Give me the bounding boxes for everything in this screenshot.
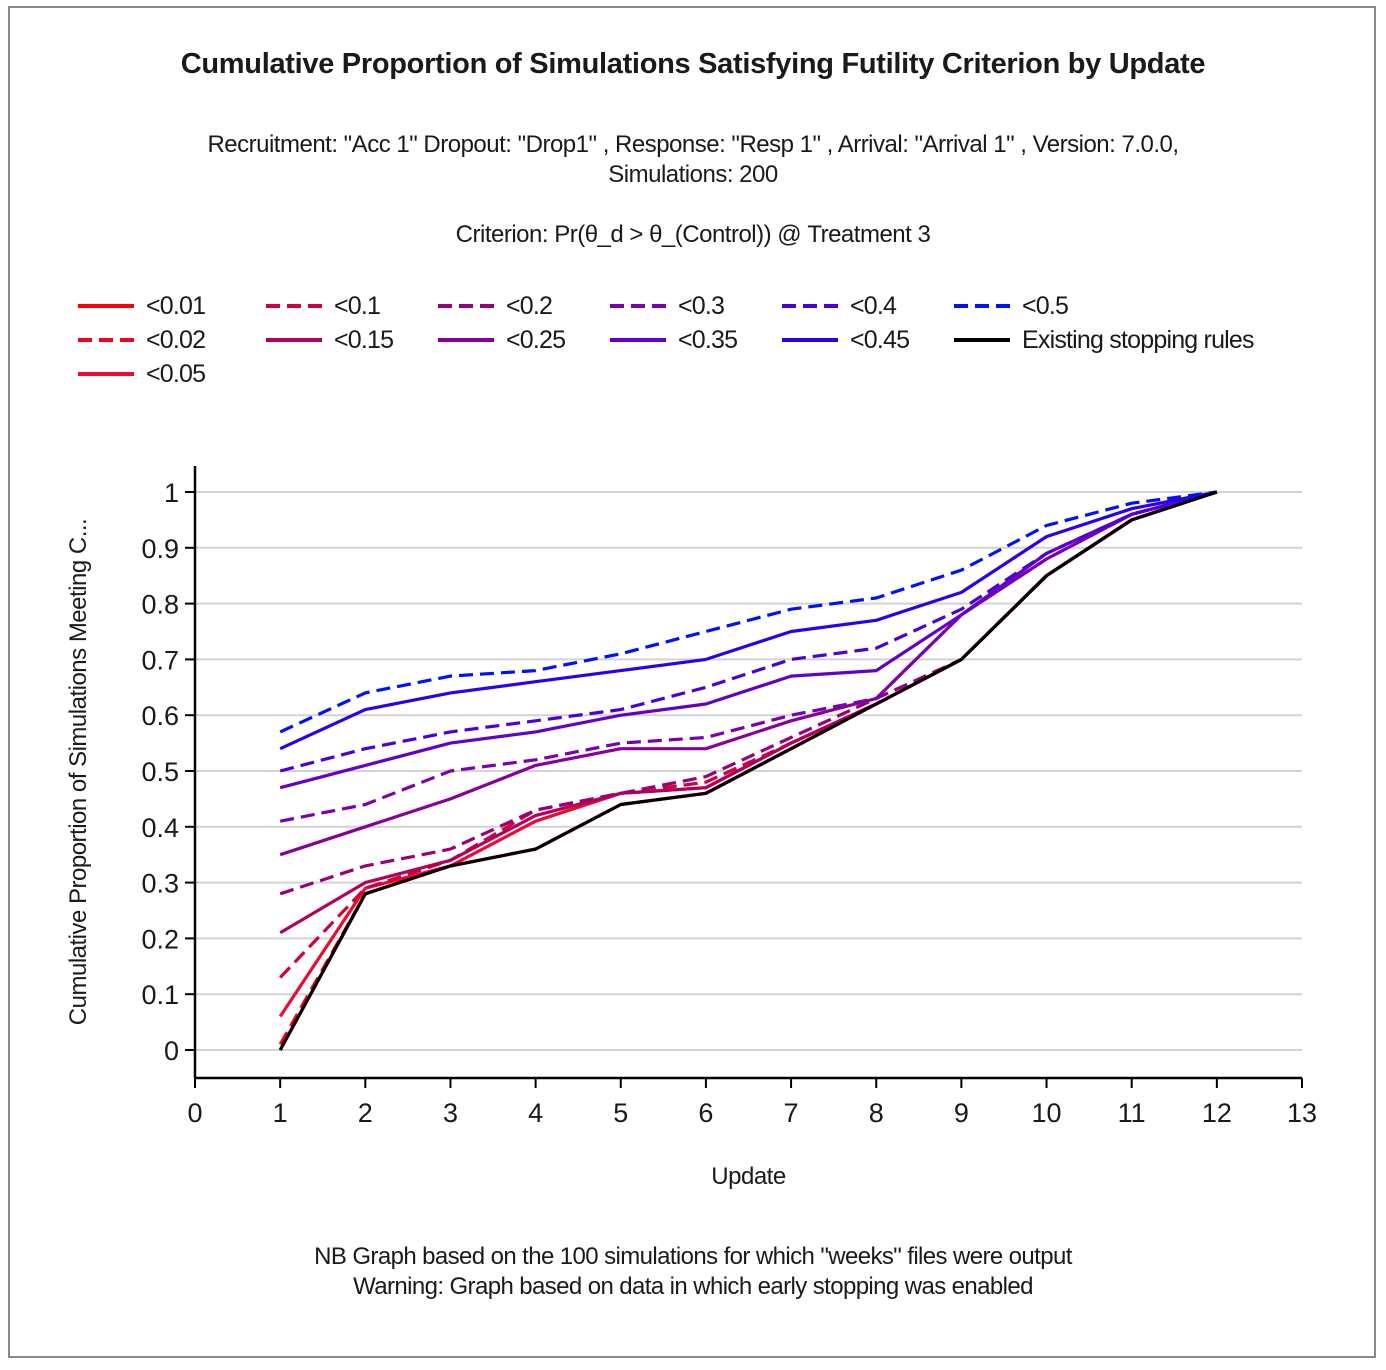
x-tick-label: 1 [273,1098,288,1128]
y-tick-label: 0.2 [141,924,179,954]
footnotes: NB Graph based on the 100 simulations fo… [0,1242,1386,1302]
series-line-7 [279,490,1218,857]
criterion-label: Criterion: Pr(θ_d > θ_(Control)) @ Treat… [455,221,931,248]
x-tick-label: 0 [187,1098,202,1128]
legend-label: <0.45 [850,325,910,354]
y-tick-label: 1 [164,478,179,508]
legend-label: <0.2 [506,291,553,320]
legend-label: <0.3 [678,291,725,320]
x-tick-label: 5 [613,1098,628,1128]
x-tick-label: 13 [1287,1098,1317,1128]
legend-label: <0.05 [146,359,206,388]
legend-swatch-icon [78,304,134,308]
x-tick-label: 10 [1032,1098,1062,1128]
x-tick-label: 7 [784,1098,799,1128]
legend-label: Existing stopping rules [1022,325,1255,354]
legend-label: <0.1 [334,291,381,320]
legend-label: <0.4 [850,291,897,320]
legend-label: <0.15 [334,325,394,354]
chart-frame [8,6,1376,1358]
series-line-11 [279,490,1218,751]
legend-swatch-icon [782,304,838,308]
x-tick-label: 11 [1118,1098,1146,1128]
legend-item: <0.3 [610,290,725,322]
gridlines [195,491,1302,1051]
y-tick-label: 0.9 [141,534,179,564]
subtitle-line-1: Recruitment: "Acc 1" Dropout: "Drop1" , … [207,131,1179,158]
x-tick-label: 3 [443,1098,458,1128]
legend-item: Existing stopping rules [954,324,1255,356]
legend-swatch-icon [266,304,322,308]
legend-swatch-icon [610,304,666,308]
legend-item: <0.35 [610,324,738,356]
chart-title: Cumulative Proportion of Simulations Sat… [180,48,1206,80]
legend-item: <0.45 [782,324,910,356]
legend-swatch-icon [782,338,838,342]
series-line-6 [279,490,1218,896]
legend-swatch-icon [438,338,494,342]
legend-label: <0.5 [1022,291,1069,320]
legend-item: <0.25 [438,324,566,356]
legend-swatch-icon [266,338,322,342]
legend-item: <0.02 [78,324,206,356]
y-tick-label: 0.8 [141,590,179,620]
legend-swatch-icon [78,372,134,376]
legend-label: <0.25 [506,325,566,354]
legend-item: <0.5 [954,290,1069,322]
footnote-warning: Warning: Graph based on data in which ea… [353,1273,1033,1300]
x-tick-label: 2 [358,1098,373,1128]
subtitle-line-2: Simulations: 200 [608,161,778,188]
x-tick-label: 6 [698,1098,713,1128]
y-tick-label: 0.4 [141,813,179,843]
legend-label: <0.02 [146,325,206,354]
y-tick-label: 0.7 [141,645,179,675]
y-tick-label: 0.6 [141,701,179,731]
legend-swatch-icon [78,338,134,342]
series-line-8 [279,490,1218,823]
legend-item: <0.05 [78,358,206,390]
footnote-nb: NB Graph based on the 100 simulations fo… [314,1243,1072,1270]
x-axis-title: Update [711,1163,786,1190]
legend-item: <0.15 [266,324,394,356]
series-line-13 [278,490,1218,1051]
x-tick-label: 9 [954,1098,969,1128]
series-line-12 [279,490,1218,734]
x-tick-label: 12 [1202,1098,1232,1128]
y-tick-label: 0.3 [141,869,179,899]
y-axis-title: Cumulative Proportion of Simulations Mee… [65,519,92,1025]
legend-swatch-icon [954,304,1010,308]
chart-subtitle: Recruitment: "Acc 1" Dropout: "Drop1" , … [0,130,1386,190]
legend-swatch-icon [954,338,1010,342]
series-lines [278,490,1218,1051]
tick-labels: 00.10.20.30.40.50.60.70.80.910 1 2 3 4 5 6 7 8 9 1… [141,478,1317,1128]
y-tick-label: 0 [164,1036,179,1066]
axes [185,466,1303,1088]
legend-item: <0.2 [438,290,553,322]
legend-label: <0.35 [678,325,738,354]
legend-item: <0.4 [782,290,897,322]
legend-item: <0.01 [78,290,206,322]
legend-item: <0.1 [266,290,381,322]
series-line-2 [278,490,1218,1046]
legend-swatch-icon [438,304,494,308]
x-tick-label: 8 [869,1098,884,1128]
legend-label: <0.01 [146,291,206,320]
series-line-9 [279,490,1218,790]
legend-swatch-icon [610,338,666,342]
y-tick-label: 0.1 [141,980,179,1010]
x-tick-label: 4 [528,1098,543,1128]
y-tick-label: 0.5 [141,757,179,787]
series-line-5 [279,490,1218,935]
series-line-10 [279,490,1218,773]
